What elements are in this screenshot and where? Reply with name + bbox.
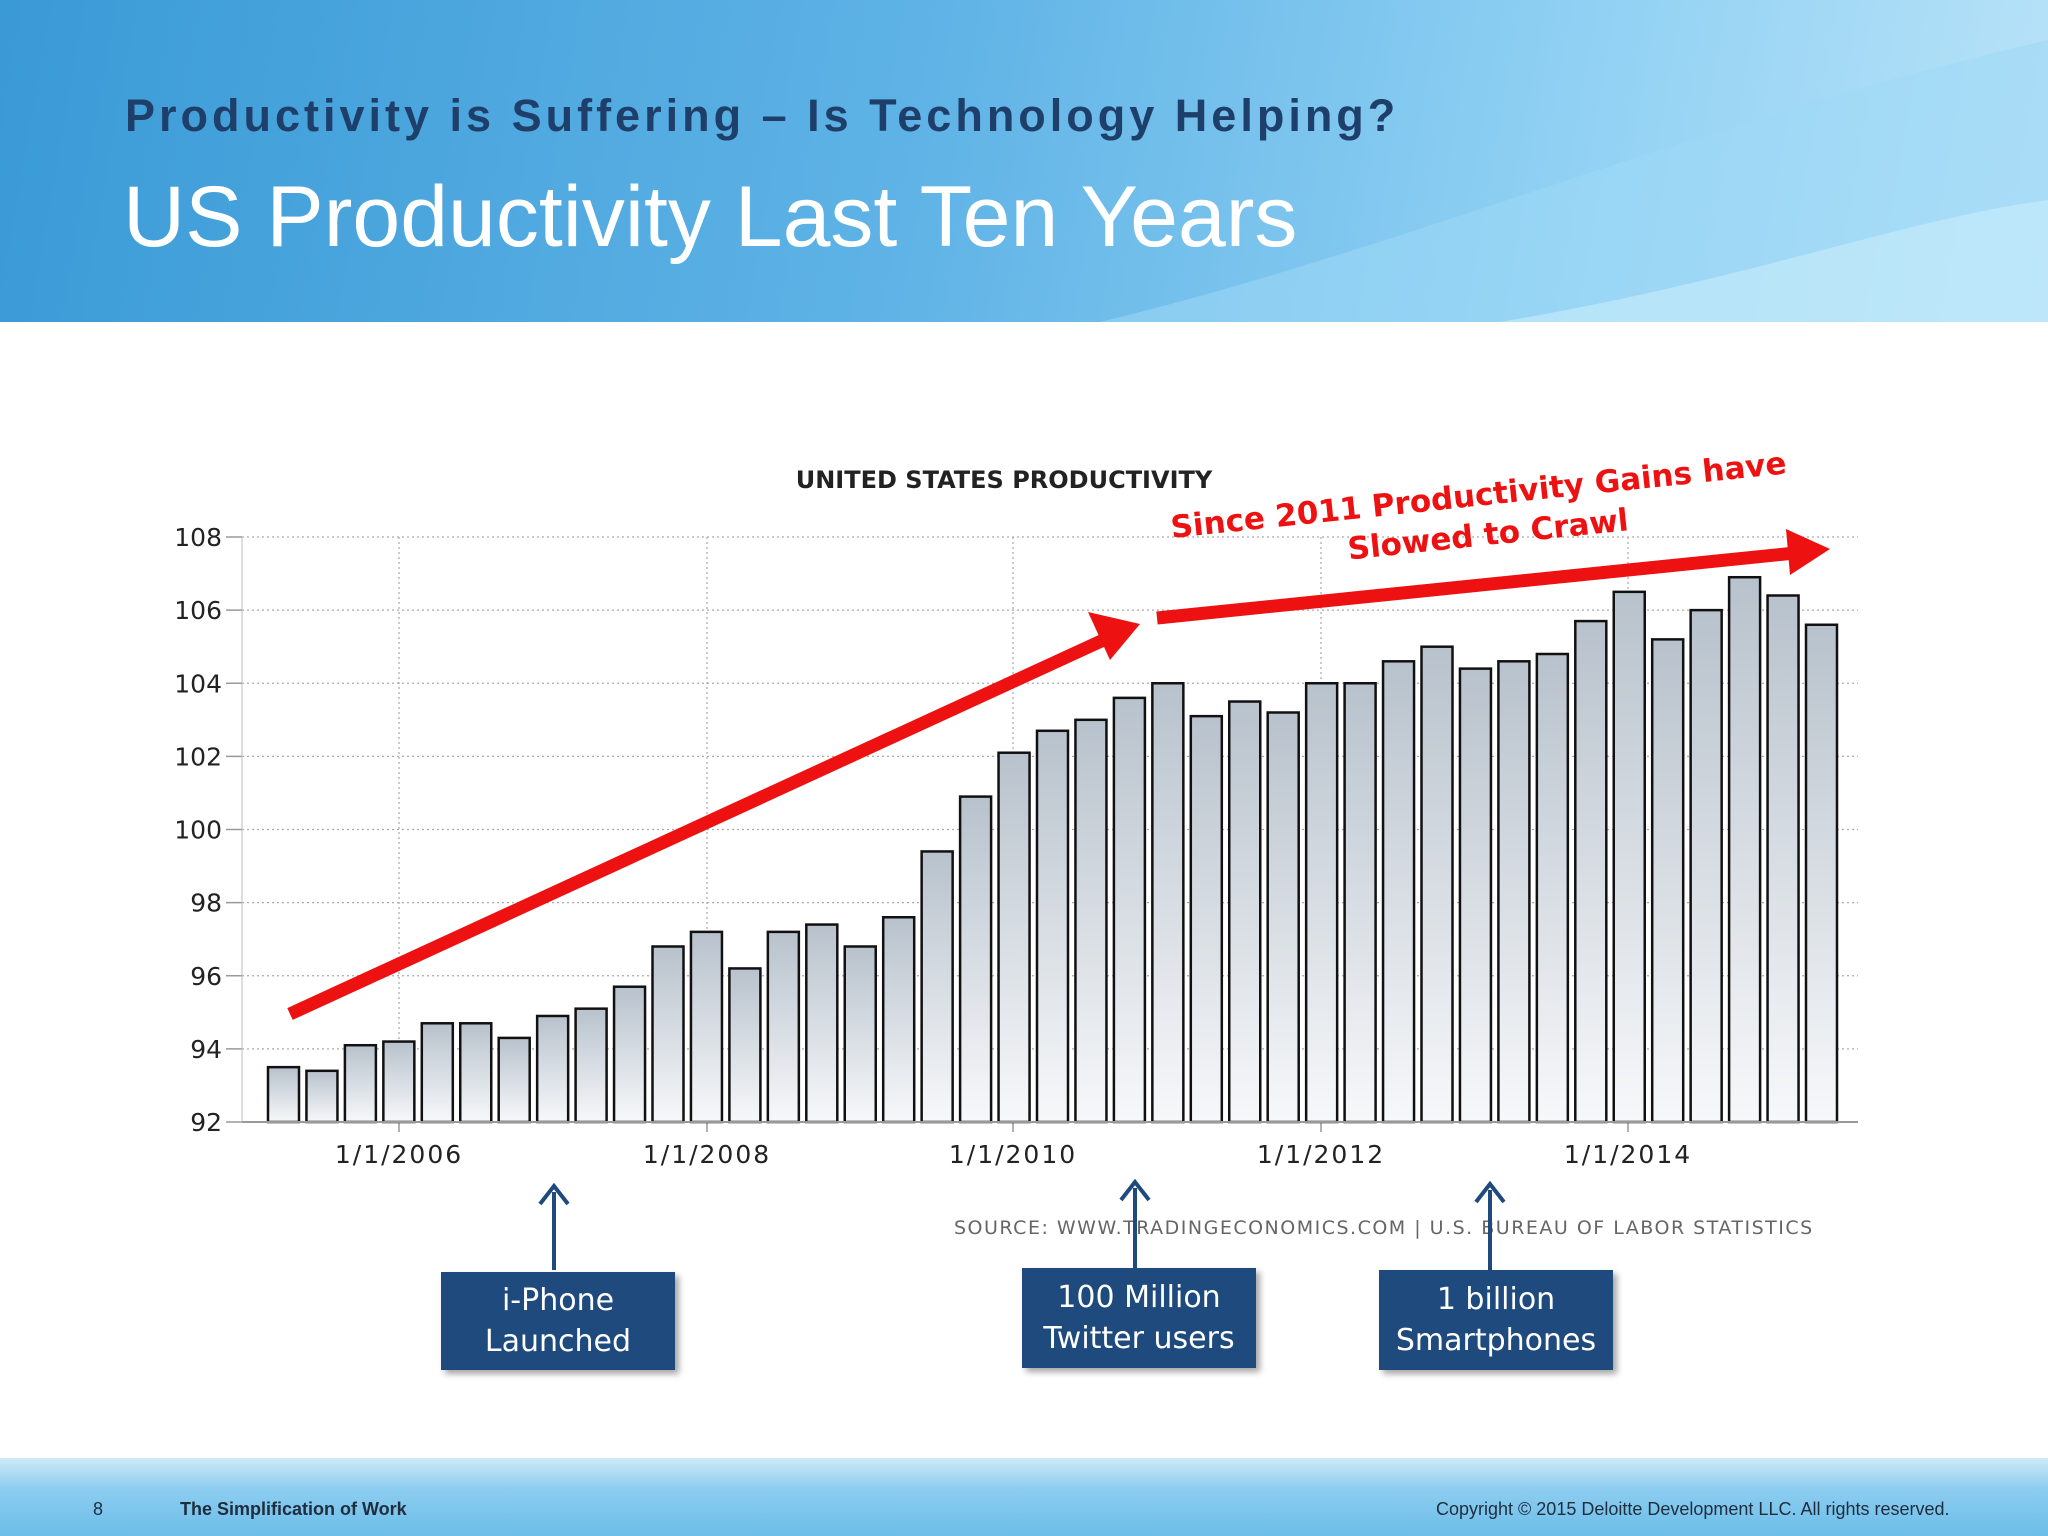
callout-arrows [538,1178,1506,1270]
chart-source: SOURCE: WWW.TRADINGECONOMICS.COM | U.S. … [954,1217,1814,1239]
slide-footer [0,1458,2048,1536]
page-number: 8 [93,1499,104,1519]
bar [1151,682,1185,1124]
x-tick-label: 1/1/2008 [643,1140,771,1169]
trend-arrow-flat [1156,546,1796,625]
bar [612,985,647,1124]
bar [1458,667,1493,1124]
x-tick-label: 1/1/2012 [1257,1140,1385,1169]
bar [958,795,993,1124]
callout-arrow-twitter-head [1119,1178,1151,1202]
bar [1650,638,1685,1124]
callout-line: 1 billion [1436,1282,1556,1317]
callout-line: Launched [484,1324,632,1359]
bar [382,1040,416,1124]
bar [728,967,762,1124]
slide-subtitle: Productivity is Suffering – Is Technolog… [125,90,1400,141]
trend-arrow-rising [287,631,1113,1020]
bar [420,1022,455,1124]
copyright: Copyright © 2015 Deloitte Development LL… [1436,1499,1950,1519]
bar [266,1065,301,1124]
callout-twitter-users: 100 Million Twitter users [1022,1268,1256,1368]
productivity-chart: UNITED STATES PRODUCTIVITY 92 94 96 98 100 10… [174,445,1858,1270]
bar [805,923,839,1124]
callout-line: Twitter users [1043,1321,1235,1356]
x-tick-label: 1/1/2014 [1564,1140,1692,1169]
y-tick-label: 96 [190,962,222,991]
callout-billion-smartphones: 1 billion Smartphones [1379,1270,1613,1370]
callout-line: Smartphones [1395,1323,1597,1358]
callout-line: i-Phone [501,1283,615,1318]
bar [1266,711,1300,1124]
trend-arrow-flat-head [1786,529,1830,575]
bar [1420,645,1454,1124]
bar [651,945,685,1124]
y-tick-label: 94 [190,1035,222,1064]
bar [497,1036,531,1124]
bar [1535,652,1570,1124]
trend-arrows [287,529,1830,1020]
y-axis: 92 94 96 98 100 102 104 106 108 [174,523,242,1137]
bar [1304,682,1339,1124]
y-tick-label: 106 [174,596,222,625]
bar [1074,718,1108,1124]
bar [997,751,1031,1124]
trend-arrow-rising-head [1088,612,1140,660]
bar [343,1043,378,1124]
bar [1381,660,1416,1124]
bar [1343,682,1377,1124]
bar [535,1014,570,1124]
bar [574,1007,608,1124]
callout-arrow-smartphones-head [1474,1180,1506,1204]
x-axis: 1/1/2006 1/1/2008 1/1/2010 1/1/2012 1/1/2014 [335,1122,1692,1169]
slide-header: Productivity is Suffering – Is Technolog… [0,0,2048,322]
callout-iphone-launched: i-Phone Launched [441,1272,675,1370]
bar [1574,619,1608,1124]
bar [843,945,877,1124]
y-tick-label: 102 [174,742,222,771]
bar [1689,608,1723,1124]
slide-title: US Productivity Last Ten Years [123,169,1298,265]
bar [1228,700,1262,1124]
bar [766,930,801,1124]
bar [689,930,724,1124]
bar [1804,623,1839,1124]
bar [881,916,916,1124]
bar [305,1069,339,1124]
deck-title: The Simplification of Work [180,1499,407,1519]
bar [1035,729,1070,1124]
y-tick-label: 100 [174,816,222,845]
bar [459,1022,493,1124]
bar [1112,696,1147,1124]
bar [1766,594,1800,1124]
bar [1612,590,1646,1124]
bar [920,850,954,1124]
x-tick-label: 1/1/2010 [949,1140,1077,1169]
y-tick-label: 98 [190,889,222,918]
x-tick-label: 1/1/2006 [335,1140,463,1169]
y-tick-label: 108 [174,523,222,552]
chart-title: UNITED STATES PRODUCTIVITY [796,466,1213,494]
callout-arrow-iphone-head [538,1182,570,1206]
bar [1727,575,1762,1124]
y-tick-label: 92 [190,1108,222,1137]
header-wave-decoration [1100,40,2048,322]
bar [1189,714,1224,1124]
callout-line: 100 Million [1057,1280,1221,1315]
bar [1497,660,1531,1124]
y-tick-label: 104 [174,669,222,698]
